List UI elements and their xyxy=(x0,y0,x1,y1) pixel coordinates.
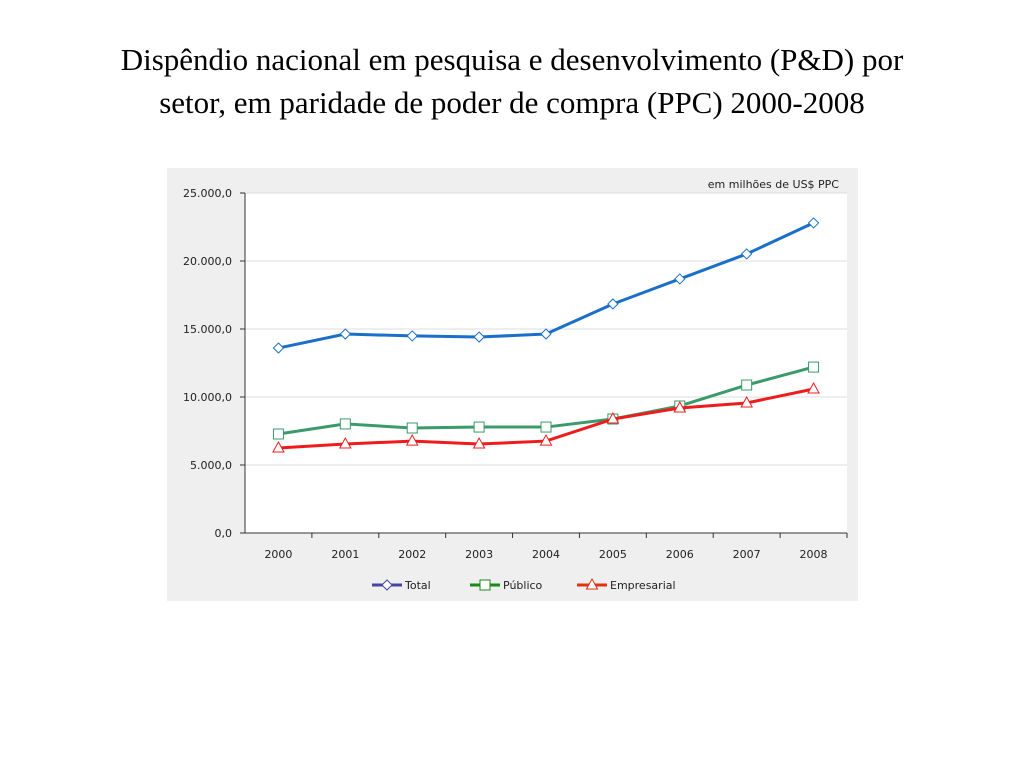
x-tick-label: 2005 xyxy=(599,548,627,561)
y-tick-label: 15.000,0 xyxy=(183,323,232,336)
title-line-2: setor, em paridade de poder de compra (P… xyxy=(159,85,865,120)
chart-svg: em milhões de US$ PPC 0,0 5.000,0 10.000,0… xyxy=(183,178,848,592)
data-point xyxy=(741,379,753,391)
data-point xyxy=(272,440,285,453)
plot-area xyxy=(245,193,847,533)
data-point xyxy=(807,217,820,229)
data-point xyxy=(674,273,686,285)
x-tick-label: 2001 xyxy=(331,548,359,561)
legend-marker xyxy=(479,579,491,591)
data-point xyxy=(473,331,485,343)
data-point xyxy=(540,328,552,340)
data-point xyxy=(539,434,553,446)
y-tick-label: 0,0 xyxy=(215,527,233,540)
x-tick-label: 2002 xyxy=(398,548,426,561)
x-tick-label: 2004 xyxy=(532,548,560,561)
legend-label: Público xyxy=(503,579,543,592)
y-tick-label: 20.000,0 xyxy=(183,255,232,268)
data-point xyxy=(606,411,620,424)
legend-label: Empresarial xyxy=(610,579,676,592)
y-tick-label: 25.000,0 xyxy=(183,187,232,200)
unit-note: em milhões de US$ PPC xyxy=(708,178,840,191)
x-tick-label: 2007 xyxy=(733,548,761,561)
data-point xyxy=(472,437,486,449)
x-tick-label: 2006 xyxy=(666,548,694,561)
legend-marker xyxy=(585,577,599,590)
title-line-1: Dispêndio nacional em pesquisa e desenvo… xyxy=(120,42,904,77)
data-point xyxy=(338,437,352,449)
legend-label: Total xyxy=(404,579,431,592)
data-point xyxy=(607,298,619,310)
x-tick-label: 2003 xyxy=(465,548,493,561)
chart: em milhões de US$ PPC 0,0 5.000,0 10.000,0… xyxy=(167,168,858,601)
data-point xyxy=(740,395,754,408)
data-point xyxy=(406,330,418,342)
x-tick-label: 2000 xyxy=(264,548,292,561)
data-point xyxy=(807,381,820,394)
data-point xyxy=(406,422,418,434)
x-tick-label: 2008 xyxy=(800,548,828,561)
y-tick-label: 5.000,0 xyxy=(190,459,232,472)
slide-title: Dispêndio nacional em pesquisa e desenvo… xyxy=(0,38,1024,124)
data-point xyxy=(673,400,687,413)
data-point xyxy=(473,421,485,433)
y-tick-label: 10.000,0 xyxy=(183,391,232,404)
data-point xyxy=(339,418,351,430)
data-point xyxy=(405,434,419,446)
data-point xyxy=(740,248,753,260)
data-point xyxy=(272,342,285,354)
legend-marker xyxy=(381,579,393,591)
data-point xyxy=(808,361,820,373)
data-point xyxy=(272,428,284,440)
data-point xyxy=(339,328,352,340)
data-point xyxy=(540,421,552,433)
